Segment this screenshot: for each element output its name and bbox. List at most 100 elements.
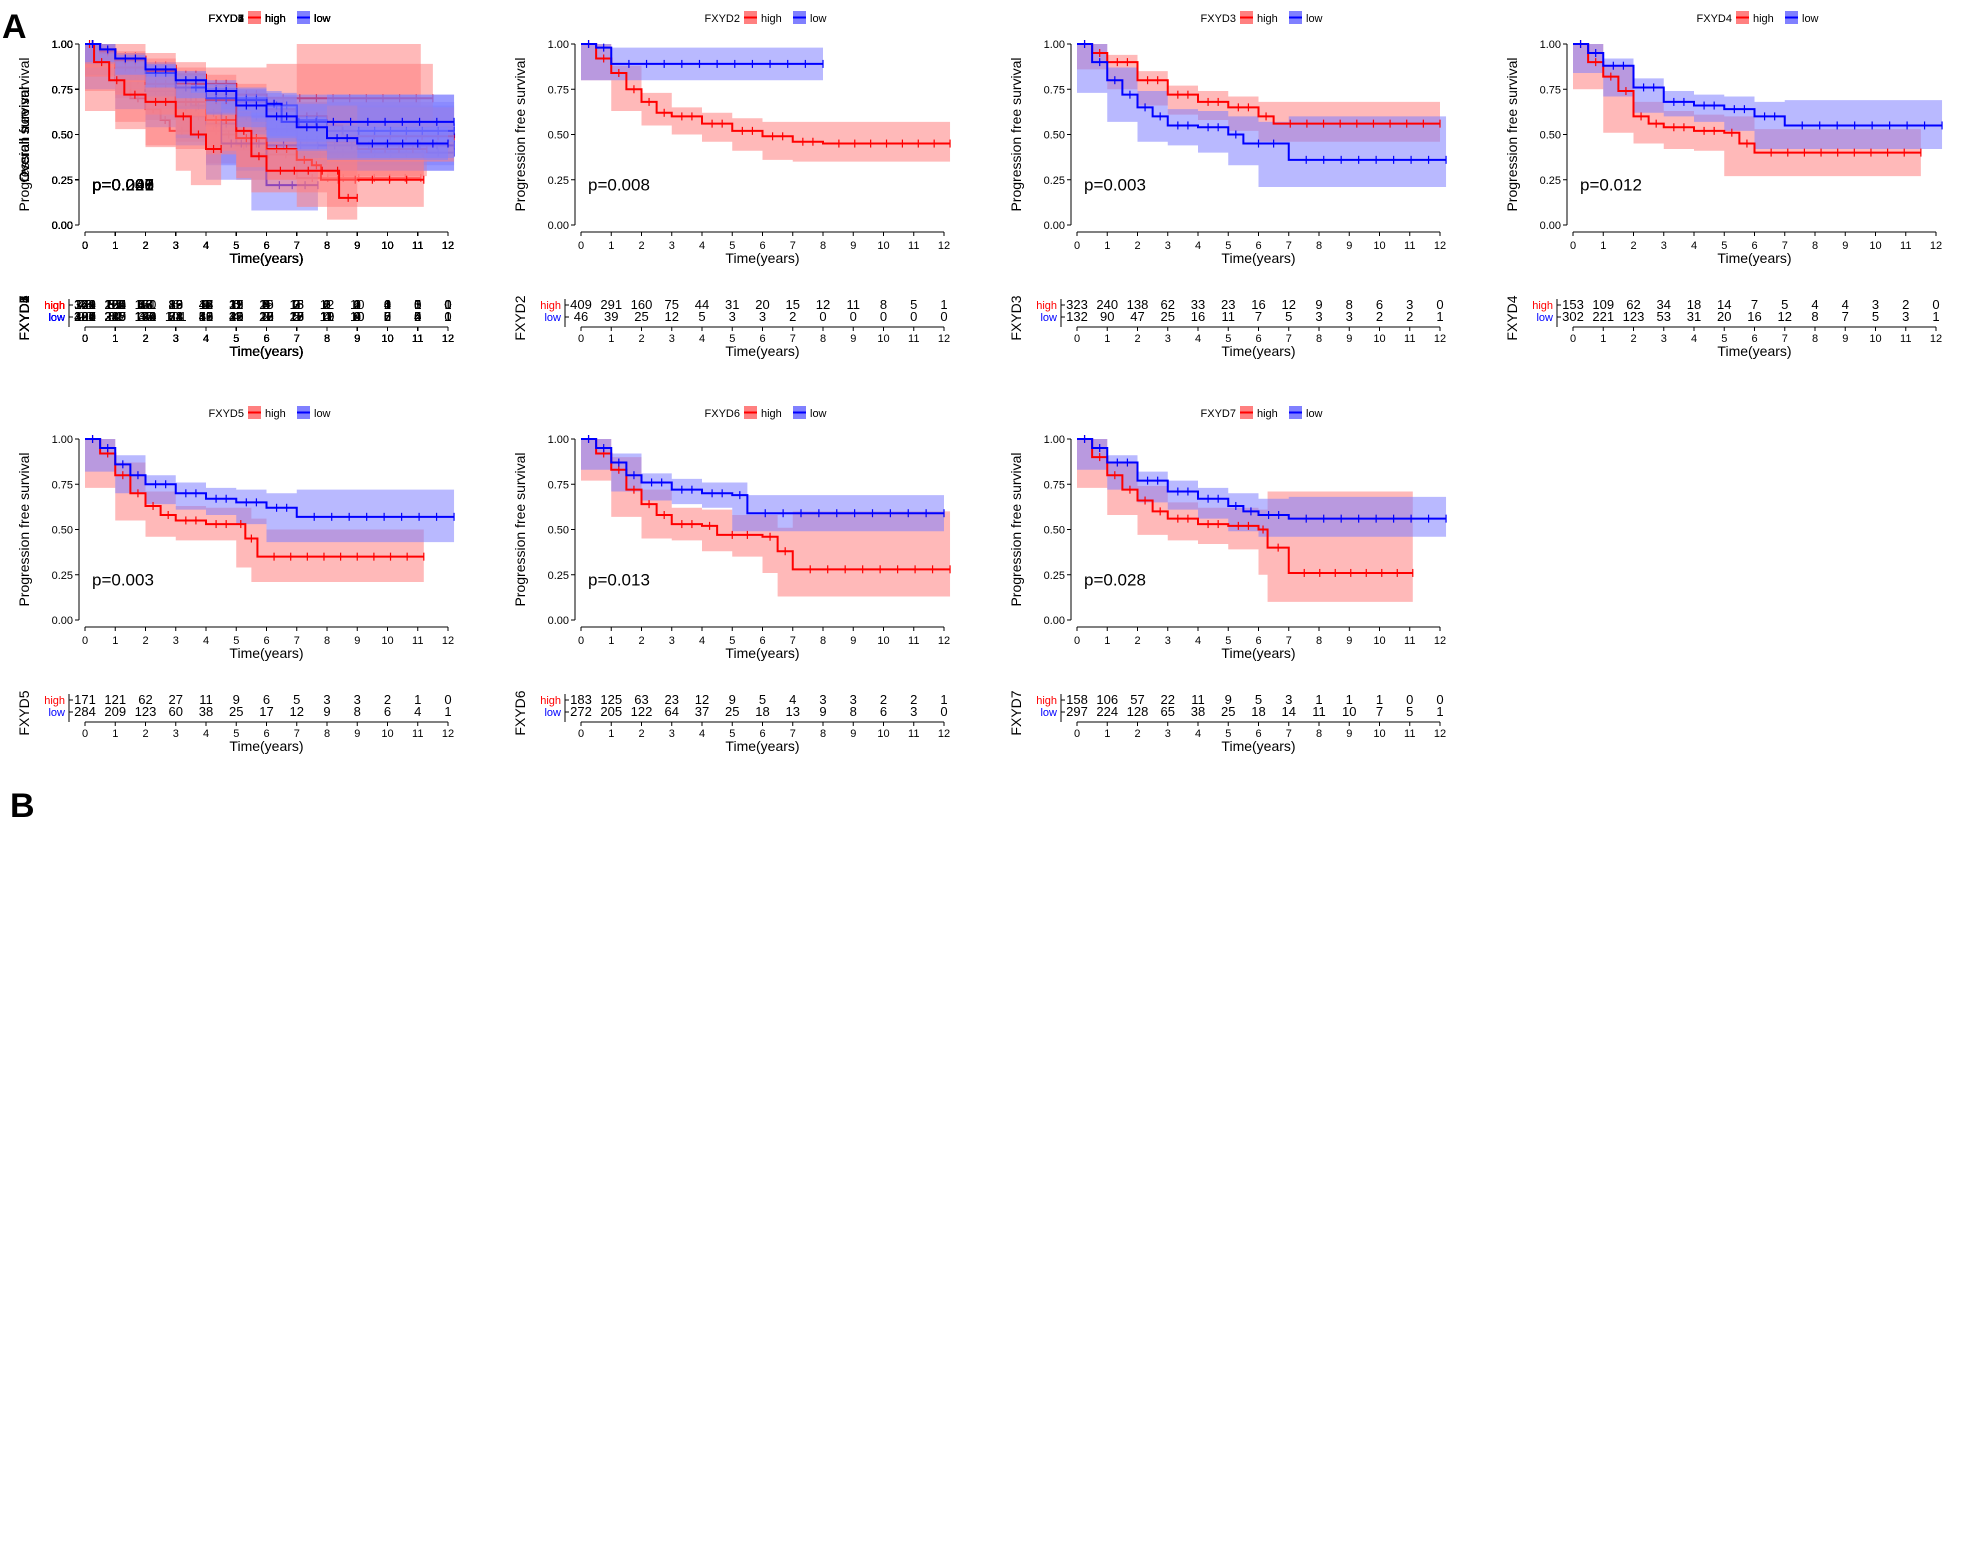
risk-count-low: 297 xyxy=(1066,704,1088,719)
risk-count-low: 2 xyxy=(414,309,421,324)
risk-count-high: 33 xyxy=(1191,297,1205,312)
y-tick-label: 0.00 xyxy=(548,220,569,232)
risk-x-tick-label: 2 xyxy=(142,333,148,345)
risk-x-tick-label: 4 xyxy=(1195,728,1201,740)
risk-table-x-label: Time(years) xyxy=(229,343,303,359)
p-value: p=0.006 xyxy=(92,176,154,195)
risk-x-tick-label: 7 xyxy=(294,728,300,740)
risk-x-tick-label: 10 xyxy=(381,728,393,740)
risk-x-tick-label: 3 xyxy=(669,333,675,345)
risk-count-high: 0 xyxy=(293,297,300,312)
risk-count-low: 5 xyxy=(1406,704,1413,719)
risk-table-gene-label: FXYD1 xyxy=(16,295,32,340)
risk-count-high: 0 xyxy=(1436,692,1443,707)
legend-label-low: low xyxy=(810,13,827,25)
legend-label-low: low xyxy=(314,13,331,25)
x-tick-label: 0 xyxy=(82,240,88,252)
risk-count-low: 90 xyxy=(78,309,92,324)
risk-row-label-low: low xyxy=(48,312,65,324)
risk-count-low: 28 xyxy=(229,309,243,324)
x-tick-label: 4 xyxy=(203,240,209,252)
x-axis-label: Time(years) xyxy=(229,645,303,661)
x-tick-label: 5 xyxy=(233,240,239,252)
risk-count-low: 10 xyxy=(350,309,364,324)
ci-band-high xyxy=(85,439,424,582)
x-tick-label: 7 xyxy=(294,240,300,252)
risk-table-gene-label: FXYD2 xyxy=(16,295,32,340)
p-value: p=0.061 xyxy=(92,176,154,195)
risk-x-tick-label: 1 xyxy=(112,333,118,345)
x-tick-label: 8 xyxy=(324,240,330,252)
risk-x-tick-label: 8 xyxy=(820,333,826,345)
risk-count-low: 42 xyxy=(199,309,213,324)
risk-table-x-label: Time(years) xyxy=(1221,738,1295,754)
x-tick-label: 6 xyxy=(1255,635,1261,647)
x-axis-label: Time(years) xyxy=(725,645,799,661)
risk-x-tick-label: 2 xyxy=(142,333,148,345)
risk-count-high: 265 xyxy=(104,297,126,312)
survival-curve-high xyxy=(581,43,951,145)
risk-count-high: 20 xyxy=(755,297,769,312)
p-value: p=0.006 xyxy=(92,176,154,195)
risk-x-tick-label: 1 xyxy=(112,333,118,345)
risk-count-low: 41 xyxy=(199,309,213,324)
risk-count-low: 20 xyxy=(290,309,304,324)
risk-count-low: 81 xyxy=(108,309,122,324)
risk-count-low: 20 xyxy=(259,309,273,324)
risk-x-tick-label: 5 xyxy=(233,333,239,345)
risk-table-gene-label: FXYD4 xyxy=(1504,295,1520,340)
risk-row-label-low: low xyxy=(1040,312,1057,324)
risk-count-high: 1 xyxy=(354,297,361,312)
risk-count-high: 14 xyxy=(199,297,213,312)
x-tick-label: 6 xyxy=(263,240,269,252)
risk-x-tick-label: 5 xyxy=(233,333,239,345)
y-axis-label: Overall survival xyxy=(16,87,32,183)
risk-count-high: 1 xyxy=(1315,692,1322,707)
y-tick-label: 0.25 xyxy=(52,175,73,187)
y-tick-label: 0.25 xyxy=(1044,570,1065,582)
risk-count-low: 7 xyxy=(384,309,391,324)
risk-count-low: 12 xyxy=(320,309,334,324)
risk-count-low: 4 xyxy=(323,309,330,324)
risk-x-tick-label: 1 xyxy=(112,333,118,345)
risk-count-low: 35 xyxy=(229,309,243,324)
x-tick-label: 2 xyxy=(142,240,148,252)
risk-x-tick-label: 2 xyxy=(1134,728,1140,740)
risk-x-tick-label: 1 xyxy=(1600,333,1606,345)
y-tick-label: 0.75 xyxy=(548,84,569,96)
risk-count-low: 304 xyxy=(74,309,96,324)
risk-count-high: 126 xyxy=(104,297,126,312)
risk-x-tick-label: 9 xyxy=(354,728,360,740)
risk-x-tick-label: 0 xyxy=(82,333,88,345)
survival-curve-low xyxy=(85,43,448,145)
risk-count-high: 1 xyxy=(202,297,209,312)
y-tick-label: 0.25 xyxy=(52,570,73,582)
risk-count-low: 8 xyxy=(354,309,361,324)
risk-count-high: 6 xyxy=(384,297,391,312)
risk-x-tick-label: 2 xyxy=(142,333,148,345)
risk-count-high: 9 xyxy=(1315,297,1322,312)
x-tick-label: 5 xyxy=(1225,635,1231,647)
risk-count-high: 15 xyxy=(786,297,800,312)
risk-table-gene-label: FXYD3 xyxy=(16,295,32,340)
risk-count-low: 3 xyxy=(1902,309,1909,324)
risk-count-low: 12 xyxy=(290,704,304,719)
risk-x-tick-label: 8 xyxy=(820,728,826,740)
risk-count-high: 11 xyxy=(230,297,244,312)
y-tick-label: 0.00 xyxy=(548,615,569,627)
risk-count-high: 161 xyxy=(135,297,157,312)
legend-title: FXYD7 xyxy=(1201,408,1236,420)
risk-count-high: 33 xyxy=(169,297,183,312)
y-tick-label: 1.00 xyxy=(548,434,569,446)
x-tick-label: 7 xyxy=(1286,240,1292,252)
y-tick-label: 0.25 xyxy=(52,175,73,187)
legend-label-low: low xyxy=(314,13,331,25)
risk-count-low: 74 xyxy=(169,309,183,324)
risk-count-low: 5 xyxy=(384,309,391,324)
x-tick-label: 9 xyxy=(1346,240,1352,252)
risk-x-tick-label: 4 xyxy=(203,333,209,345)
